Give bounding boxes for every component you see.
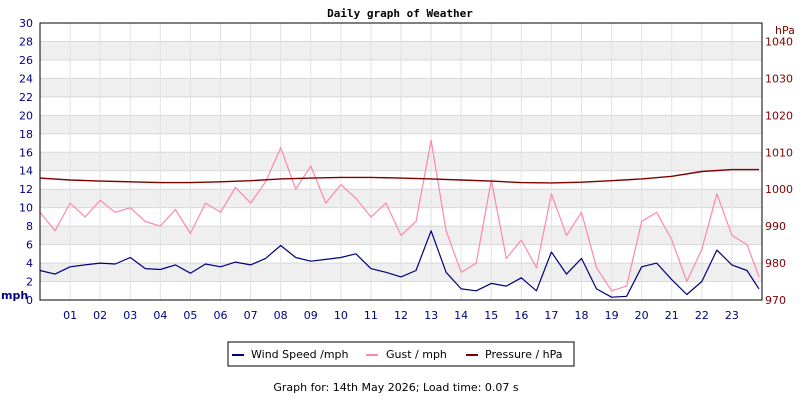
legend-box — [227, 341, 575, 367]
y-left-tick-label: 8 — [26, 220, 33, 233]
y-right-ticks: 970 980 990 1000 1010 1020 1030 1040 — [765, 35, 793, 307]
y-right-tick-label: 980 — [765, 257, 786, 270]
x-tick-label: 07 — [244, 309, 258, 322]
x-tick-label: 19 — [605, 309, 619, 322]
legend-label-wind: Wind Speed /mph — [251, 348, 349, 361]
y-left-tick-label: 26 — [19, 54, 33, 67]
y-left-tick-label: 6 — [26, 239, 33, 252]
y-right-unit-label: hPa — [775, 24, 795, 37]
chart-title: Daily graph of Weather — [327, 7, 473, 20]
x-tick-label: 14 — [454, 309, 468, 322]
x-tick-label: 01 — [63, 309, 77, 322]
x-tick-label: 13 — [424, 309, 438, 322]
y-left-tick-label: 20 — [19, 109, 33, 122]
x-tick-label: 09 — [304, 309, 318, 322]
legend-label-pressure: Pressure / hPa — [485, 348, 563, 361]
series-line-pressure — [39, 168, 759, 184]
x-tick-label: 12 — [394, 309, 408, 322]
y-right-tick-label: 1030 — [765, 72, 793, 85]
y-left-tick-label: 12 — [19, 183, 33, 196]
y-right-tick-label: 1020 — [765, 109, 793, 122]
x-tick-label: 04 — [153, 309, 167, 322]
x-tick-label: 23 — [725, 309, 739, 322]
y-left-tick-label: 14 — [19, 165, 33, 178]
x-tick-label: 06 — [214, 309, 228, 322]
y-right-tick-label: 1000 — [765, 183, 793, 196]
x-tick-label: 17 — [544, 309, 558, 322]
y-left-tick-label: 10 — [19, 202, 33, 215]
x-tick-label: 10 — [334, 309, 348, 322]
series-line-wind-speed — [39, 230, 760, 298]
x-tick-label: 02 — [93, 309, 107, 322]
y-left-tick-label: 28 — [19, 35, 33, 48]
y-right-tick-label: 1010 — [765, 146, 793, 159]
y-right-tick-label: 1040 — [765, 35, 793, 48]
y-left-tick-label: 0 — [26, 294, 33, 307]
legend: Wind Speed /mph Gust / mph Pressure / hP… — [227, 341, 575, 367]
y-left-tick-label: 18 — [19, 128, 33, 141]
x-tick-label: 15 — [484, 309, 498, 322]
y-left-tick-label: 22 — [19, 91, 33, 104]
plot-frame — [39, 22, 763, 301]
y-left-tick-label: 16 — [19, 146, 33, 159]
x-tick-label: 20 — [635, 309, 649, 322]
x-tick-label: 16 — [514, 309, 528, 322]
y-left-tick-label: 30 — [19, 17, 33, 30]
series-line-gust — [39, 139, 760, 292]
legend-label-gust: Gust / mph — [386, 348, 447, 361]
graph-footer: Graph for: 14th May 2026; Load time: 0.0… — [273, 381, 519, 394]
x-tick-label: 18 — [575, 309, 589, 322]
x-tick-label: 08 — [274, 309, 288, 322]
x-tick-label: 11 — [364, 309, 378, 322]
x-tick-label: 22 — [695, 309, 709, 322]
y-left-tick-label: 4 — [26, 257, 33, 270]
y-left-tick-label: 24 — [19, 72, 33, 85]
y-right-tick-label: 970 — [765, 294, 786, 307]
x-ticks: 01 02 03 04 05 06 07 08 09 10 11 12 13 14 15 16 17 18 19 20… — [63, 309, 739, 322]
x-tick-label: 03 — [123, 309, 137, 322]
series-layer — [39, 139, 760, 298]
y-left-tick-label: 2 — [26, 276, 33, 289]
x-tick-label: 05 — [183, 309, 197, 322]
y-left-unit-label: mph — [1, 289, 28, 302]
y-right-tick-label: 990 — [765, 220, 786, 233]
x-tick-label: 21 — [665, 309, 679, 322]
